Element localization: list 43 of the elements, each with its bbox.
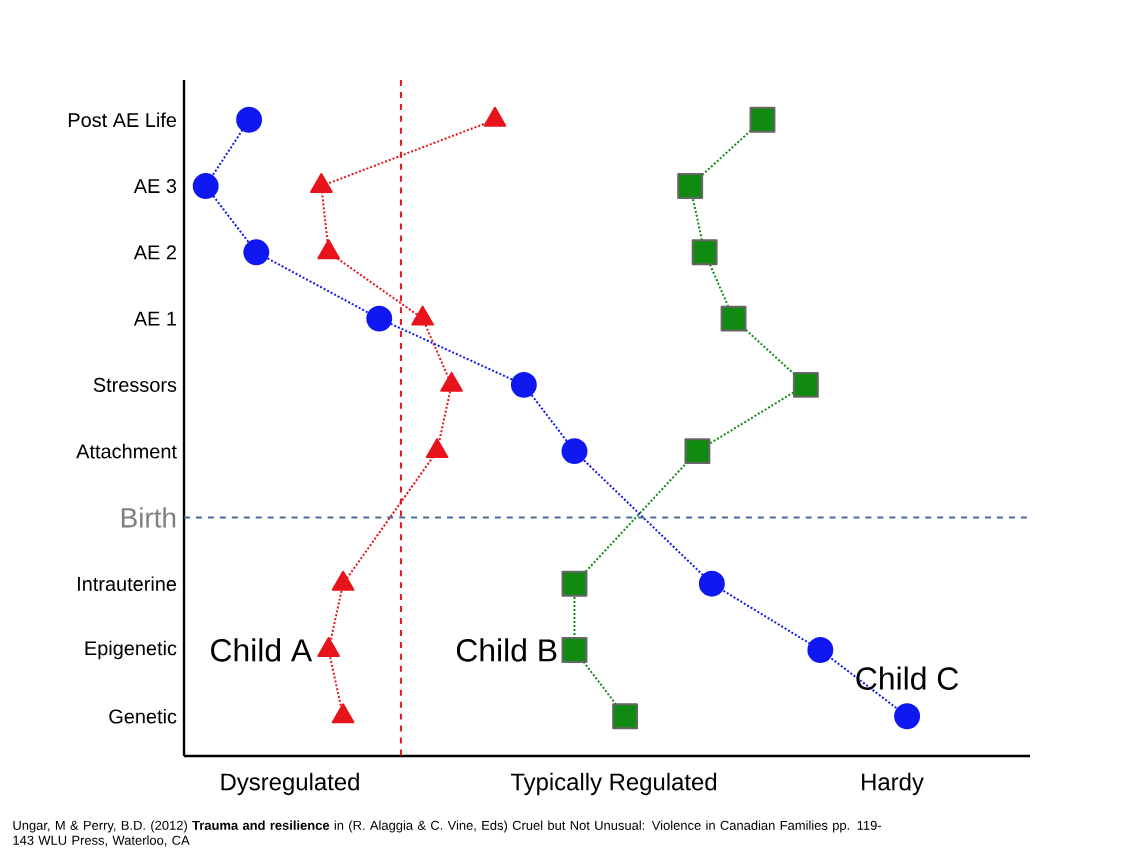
point — [561, 438, 588, 465]
y-tick-label: Stressors — [93, 377, 177, 392]
point — [425, 438, 449, 459]
point — [192, 173, 219, 199]
point — [684, 438, 711, 465]
y-tick-label: Epigenetic — [85, 640, 177, 660]
point — [331, 703, 355, 724]
y-tick-label: Genetic — [109, 708, 177, 724]
y-tick-label: Post AE Life — [68, 112, 177, 128]
text: Hardy — [862, 772, 924, 796]
point — [691, 239, 718, 266]
y-tick-label: Intrauterine — [78, 576, 177, 591]
point — [792, 371, 819, 398]
point — [510, 371, 537, 398]
y-tick-label: AE 3 — [133, 179, 177, 194]
point — [807, 637, 834, 663]
point — [698, 570, 725, 597]
point — [561, 570, 588, 597]
point — [894, 703, 921, 730]
point — [440, 371, 463, 392]
point — [331, 570, 355, 591]
point — [411, 305, 434, 326]
point — [317, 637, 340, 657]
point — [612, 703, 639, 730]
point — [310, 173, 333, 194]
point — [366, 305, 393, 332]
series-label: Child C — [856, 666, 959, 690]
y-tick-label: Birth — [121, 507, 176, 528]
point — [720, 305, 747, 332]
point — [677, 173, 704, 199]
y-tick-label: AE 2 — [133, 245, 176, 260]
point — [483, 106, 507, 127]
point — [561, 637, 588, 663]
y-tick-label: Attachment — [76, 443, 177, 459]
text: Typically Regulated — [510, 772, 717, 796]
series-label: Child B — [456, 638, 557, 662]
y-tick-label: AE 1 — [133, 311, 176, 326]
series-label: Child A — [211, 638, 313, 662]
point — [236, 106, 263, 133]
point — [243, 239, 270, 266]
point — [749, 106, 776, 133]
text: Dysregulated — [221, 772, 359, 796]
point — [317, 239, 340, 260]
